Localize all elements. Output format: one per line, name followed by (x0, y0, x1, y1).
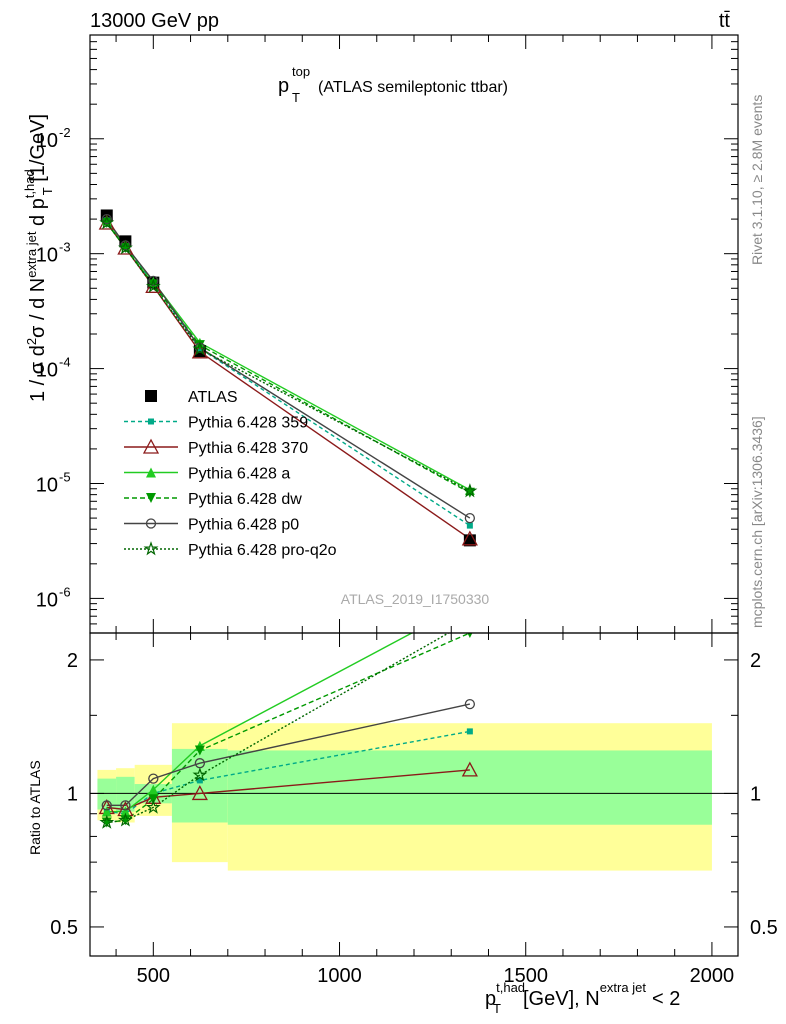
ratio-y-tick-label-right: 1 (750, 783, 761, 805)
x-tick-label: 1500 (503, 965, 548, 987)
y-tick-label: 10 (36, 130, 58, 152)
ratio-point-p370 (461, 761, 478, 777)
ratio-point-p359 (196, 777, 203, 784)
series-line-pq2o (106, 222, 471, 492)
title-sub: T (292, 90, 300, 105)
ratio-point-pa (148, 784, 159, 795)
plot-title: p top T (ATLAS semileptonic ttbar) (278, 64, 508, 105)
ratio-plot-markers (98, 615, 478, 829)
header-left: 13000 GeV pp (90, 10, 219, 32)
ratio-point-pdw (467, 633, 473, 638)
ratio-line-pq2o (106, 633, 450, 824)
analysis-id: ATLAS_2019_I1750330 (341, 591, 490, 607)
ratio-point-pp0 (120, 800, 131, 811)
y-tick-exponent: -3 (59, 240, 71, 255)
legend-marker-p370 (142, 438, 160, 454)
legend-label-pdw: Pythia 6.428 dw (188, 491, 302, 508)
y-tick-label: 10 (36, 475, 58, 497)
legend-marker-pq2o (143, 541, 159, 556)
ratio-point-pq2o (192, 767, 208, 782)
data-point-pp0 (101, 213, 112, 225)
ratio-y-tick-label: 0.5 (50, 917, 78, 939)
legend: ATLAS Pythia 6.428 359 Pythia 6.428 370 Pyt… (124, 389, 337, 559)
ratio-line-pp0 (106, 703, 471, 807)
ratio-point-pdw (194, 745, 205, 756)
data-point-pq2o (462, 483, 478, 498)
legend-label-p370: Pythia 6.428 370 (188, 440, 308, 457)
legend-marker-pp0 (145, 518, 157, 529)
ratio-y-tick-label-right: 2 (750, 650, 761, 672)
ratio-y-axis-label: Ratio to ATLAS (27, 760, 43, 855)
ratio-y-tick-label: 1 (67, 783, 78, 805)
ratio-point-pp0 (464, 698, 476, 710)
legend-label-p359: Pythia 6.428 359 (188, 415, 308, 432)
data-point-p359 (466, 522, 473, 529)
legend-label-ATLAS: ATLAS (188, 389, 238, 406)
legend-label-pa: Pythia 6.428 a (188, 466, 290, 483)
title-sup: top (292, 64, 310, 79)
legend-marker-pdw (146, 493, 156, 503)
y-tick-label: 10 (36, 589, 58, 611)
rivet-label: Rivet 3.1.10, ≥ 2.8M events (749, 95, 765, 265)
header-right: tt̄ (719, 10, 731, 32)
data-point-pq2o (145, 278, 161, 293)
x-tick-label: 2000 (690, 965, 735, 987)
legend-label-pq2o: Pythia 6.428 pro-q2o (188, 542, 337, 559)
ratio-y-tick-label: 2 (67, 650, 78, 672)
band-layer (97, 723, 712, 871)
title-rest: (ATLAS semileptonic ttbar) (318, 79, 508, 96)
y-tick-label: 10 (36, 245, 58, 267)
legend-marker-p359 (148, 418, 154, 425)
y-tick-exponent: -2 (59, 125, 71, 140)
x-axis-label: pt,had T [GeV], Nextra jet< 2 (485, 980, 680, 1016)
x-tick-label: 1000 (317, 965, 362, 987)
y-tick-exponent: -6 (59, 584, 71, 599)
data-point-pdw (148, 279, 159, 290)
data-point-pq2o (99, 215, 115, 230)
ratio-point-pa (120, 806, 131, 817)
data-point-pp0 (148, 275, 159, 287)
data-point-pq2o (192, 341, 208, 356)
mcplots-label: mcplots.cern.ch [arXiv:1306.3436] (749, 416, 765, 628)
ratio-point-p359 (466, 728, 473, 735)
ratio-point-pp0 (148, 773, 159, 784)
ratio-point-pq2o (464, 615, 475, 626)
legend-marker-ATLAS (145, 390, 157, 402)
data-point-p370 (461, 530, 478, 546)
ratio-point-pq2o (145, 799, 161, 814)
x-tick-label: 500 (137, 965, 170, 987)
main-plot-markers (98, 209, 478, 547)
legend-marker-pa (146, 467, 156, 478)
ratio-point-pq2o (99, 814, 115, 829)
data-point-pp0 (464, 512, 476, 524)
ratio-point-pa (101, 806, 112, 817)
ratio-point-pdw (148, 794, 159, 805)
uncertainty-band-inner (97, 778, 117, 810)
data-point-pq2o (117, 240, 133, 255)
legend-label-pp0: Pythia 6.428 p0 (188, 517, 299, 534)
y-tick-label: 10 (36, 360, 58, 382)
data-point-pdw (194, 340, 205, 351)
uncertainty-band-inner (116, 776, 135, 812)
ratio-point-pq2o (117, 812, 133, 827)
y-tick-exponent: -5 (59, 470, 71, 485)
ratio-y-tick-label-right: 0.5 (750, 917, 778, 939)
ratio-point-pp0 (101, 800, 112, 811)
title-main: p (278, 75, 289, 97)
y-tick-exponent: -4 (59, 355, 71, 370)
ratio-point-p370 (191, 785, 208, 801)
